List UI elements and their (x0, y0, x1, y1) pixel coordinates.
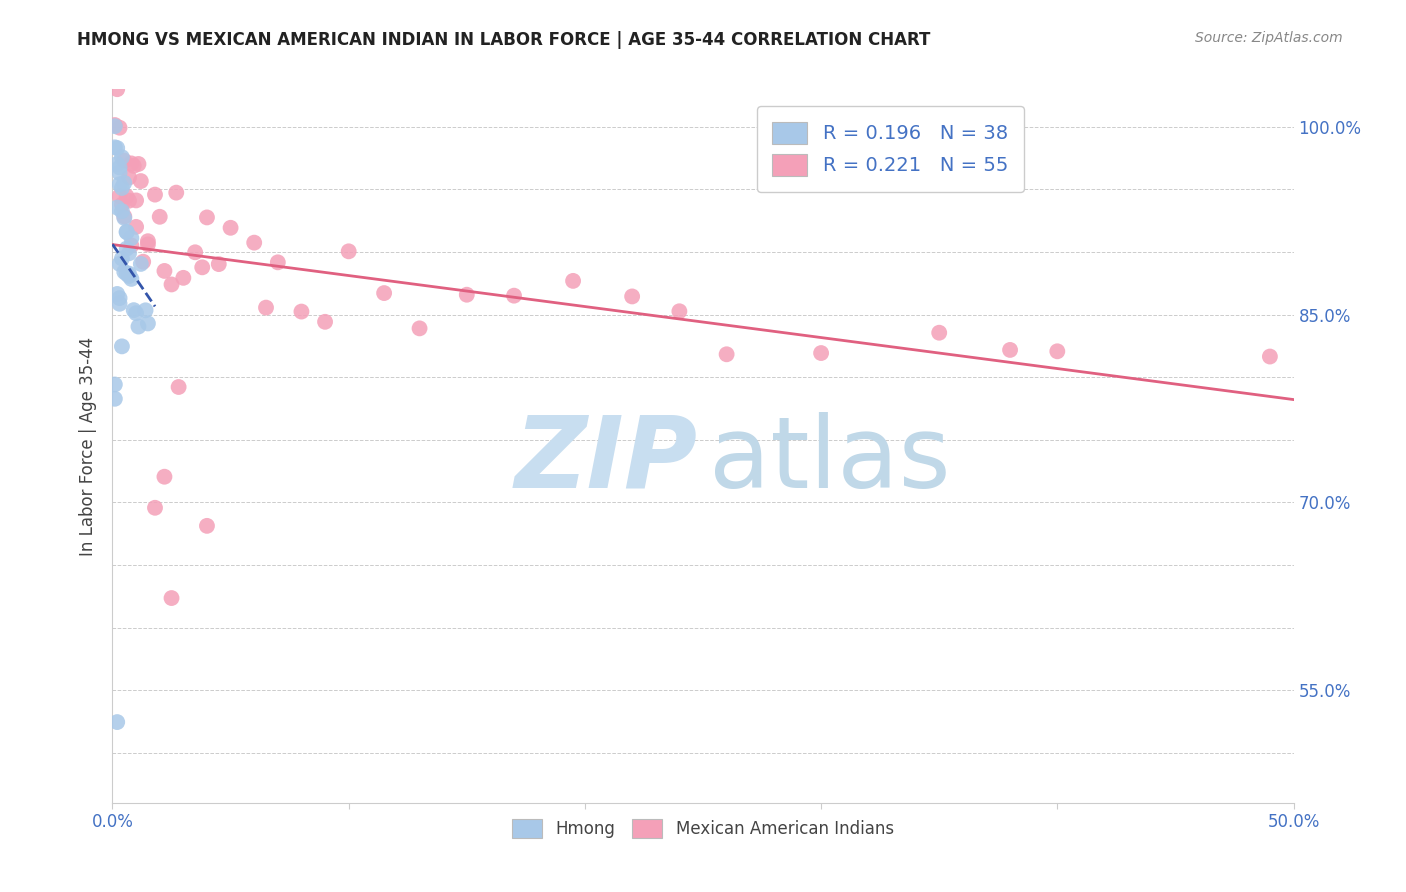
Point (115, 267, 138, 281)
Point (267, 255, 290, 269)
Point (104, 119, 127, 133)
Point (1258, 350, 1281, 364)
Point (104, 140, 127, 154)
Point (153, 264, 176, 278)
Point (115, 225, 138, 239)
Point (243, 235, 266, 250)
Point (112, 211, 135, 225)
Point (115, 225, 138, 239)
Point (165, 186, 187, 200)
Point (132, 254, 155, 268)
Point (111, 252, 134, 266)
Point (172, 270, 194, 285)
Point (108, 120, 131, 135)
Point (108, 297, 131, 311)
Point (108, 291, 131, 305)
Point (112, 176, 135, 190)
Point (184, 245, 207, 260)
Point (118, 267, 141, 281)
Point (129, 257, 152, 271)
Point (105, 82, 128, 96)
Point (998, 343, 1021, 357)
Point (104, 118, 127, 132)
Point (127, 157, 149, 171)
Point (716, 347, 738, 361)
Point (111, 204, 134, 219)
Point (111, 181, 134, 195)
Point (290, 304, 312, 318)
Point (208, 257, 231, 271)
Text: atlas: atlas (709, 412, 950, 508)
Point (135, 303, 157, 318)
Point (108, 178, 131, 192)
Point (373, 286, 395, 301)
Point (254, 301, 277, 315)
Point (337, 244, 360, 259)
Point (314, 315, 336, 329)
Text: HMONG VS MEXICAN AMERICAN INDIAN IN LABOR FORCE | AGE 35-44 CORRELATION CHART: HMONG VS MEXICAN AMERICAN INDIAN IN LABO… (77, 31, 931, 49)
Point (105, 287, 128, 301)
Point (111, 150, 134, 164)
Text: Source: ZipAtlas.com: Source: ZipAtlas.com (1195, 31, 1343, 45)
Point (112, 265, 135, 279)
Point (160, 277, 183, 292)
Point (108, 189, 131, 203)
Point (105, 157, 128, 171)
Point (111, 198, 134, 212)
Point (105, 715, 128, 730)
Point (408, 321, 430, 335)
Point (118, 170, 141, 185)
Point (136, 237, 159, 252)
Point (1046, 344, 1069, 359)
Point (122, 303, 145, 318)
Point (118, 268, 141, 283)
Point (153, 469, 176, 483)
Point (115, 189, 138, 203)
Point (621, 289, 644, 303)
Point (105, 141, 128, 155)
Point (108, 166, 131, 180)
Point (125, 306, 148, 320)
Point (118, 246, 141, 260)
Point (115, 242, 138, 256)
Point (191, 260, 214, 275)
Point (167, 380, 190, 394)
Point (456, 287, 478, 301)
Point (108, 161, 131, 175)
Point (195, 519, 218, 533)
Point (120, 238, 142, 252)
Point (104, 377, 127, 392)
Point (668, 304, 690, 318)
Point (104, 392, 127, 406)
Point (111, 339, 134, 353)
Point (108, 257, 131, 271)
Point (143, 187, 166, 202)
Point (219, 220, 242, 235)
Point (120, 272, 142, 286)
Point (105, 201, 128, 215)
Point (125, 219, 148, 234)
Point (120, 156, 142, 170)
Point (195, 211, 218, 225)
Point (928, 326, 950, 340)
Point (125, 194, 148, 208)
Legend: Hmong, Mexican American Indians: Hmong, Mexican American Indians (506, 812, 900, 845)
Y-axis label: In Labor Force | Age 35-44: In Labor Force | Age 35-44 (79, 336, 97, 556)
Point (160, 591, 183, 605)
Point (136, 234, 159, 248)
Point (810, 346, 832, 360)
Point (118, 194, 141, 208)
Point (562, 274, 585, 288)
Point (120, 231, 142, 245)
Point (143, 500, 166, 515)
Point (122, 159, 145, 173)
Point (127, 319, 149, 334)
Point (136, 317, 159, 331)
Point (112, 153, 135, 168)
Point (129, 174, 152, 188)
Point (503, 288, 526, 302)
Text: ZIP: ZIP (515, 412, 697, 508)
Point (149, 210, 172, 224)
Point (112, 210, 135, 224)
